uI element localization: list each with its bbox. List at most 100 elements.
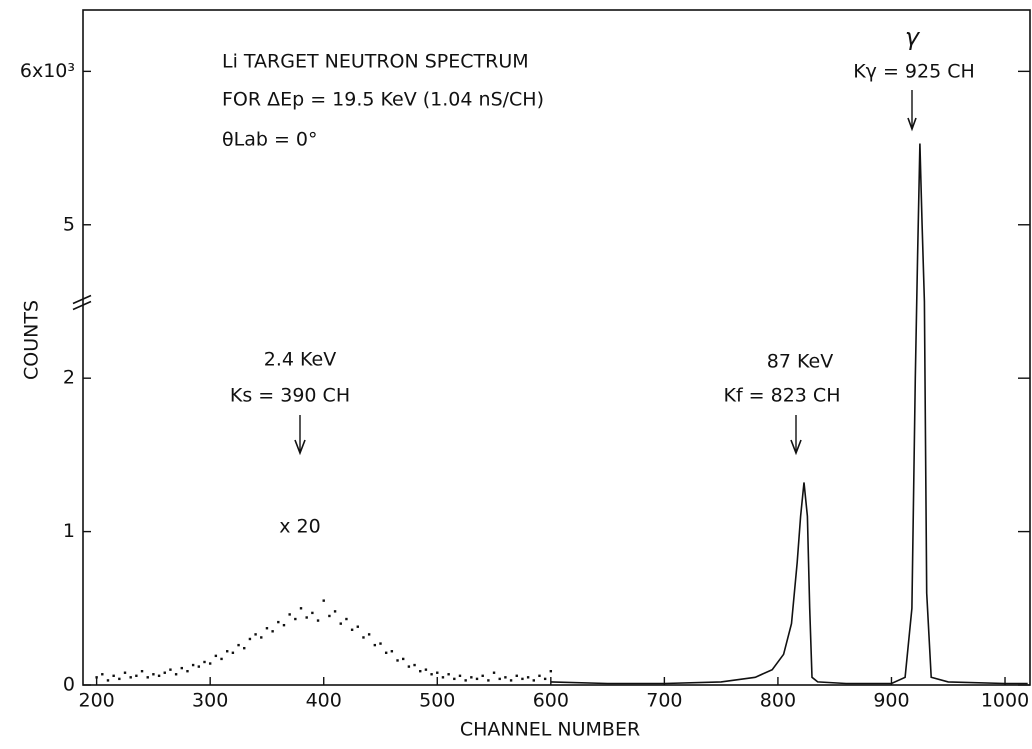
y-tick-label: 0 [63, 674, 75, 696]
data-point [362, 636, 365, 639]
plot-frame [82, 9, 1031, 686]
data-point [112, 674, 115, 677]
data-point [487, 679, 490, 682]
data-point [254, 633, 257, 636]
x-axis-label: CHANNEL NUMBER [460, 719, 640, 741]
x-tick-label: 700 [646, 690, 682, 712]
data-point [260, 636, 263, 639]
data-point [470, 676, 473, 679]
data-point [214, 654, 218, 658]
data-point [294, 617, 297, 621]
data-point [305, 616, 308, 619]
data-point [174, 673, 178, 676]
y-axis-label: COUNTS [21, 300, 43, 380]
data-point [521, 677, 524, 681]
x-tick-label: 200 [78, 690, 114, 712]
data-point [384, 651, 388, 654]
data-point [299, 607, 303, 610]
data-point [504, 676, 507, 679]
data-point [328, 614, 331, 618]
data-point [396, 659, 399, 662]
data-point [390, 650, 394, 653]
x-tick-label: 900 [873, 690, 909, 712]
y-tick-label: 1 [63, 520, 75, 542]
data-point [180, 666, 183, 670]
annotation: Kγ = 925 CH [853, 61, 975, 83]
data-point [157, 674, 161, 677]
data-point [373, 643, 377, 647]
data-point [152, 673, 155, 676]
annotation: 2.4 KeV [264, 349, 336, 371]
data-point [430, 673, 433, 676]
data-point [163, 671, 166, 674]
data-point [322, 599, 325, 602]
data-point [402, 657, 405, 661]
data-point [345, 617, 348, 621]
x-tick-label: 600 [533, 690, 569, 712]
data-point [231, 651, 235, 654]
data-point [106, 679, 110, 682]
data-point [95, 676, 98, 679]
data-point [549, 669, 553, 673]
data-point [515, 674, 518, 677]
annotation: Ks = 390 CH [230, 385, 350, 407]
data-point [277, 620, 280, 624]
x-tick-label: 1000 [981, 690, 1029, 712]
data-point [248, 637, 252, 641]
data-point [271, 630, 274, 633]
data-point [282, 623, 286, 627]
data-point [543, 677, 547, 681]
title-line: FOR ΔEp = 19.5 KeV (1.04 nS/CH) [222, 89, 544, 111]
data-point [350, 628, 354, 631]
data-point [356, 625, 359, 628]
data-point [492, 671, 496, 674]
data-point [538, 674, 541, 677]
data-point [441, 676, 445, 679]
data-point [526, 676, 530, 679]
data-point [419, 669, 422, 673]
data-point [265, 627, 269, 630]
data-point [333, 610, 337, 613]
data-point [220, 657, 223, 661]
arrow-head [790, 439, 802, 456]
data-point [197, 665, 201, 668]
data-point [532, 679, 535, 682]
data-point [118, 677, 121, 681]
title-line: θLab = 0° [222, 129, 318, 151]
x-tick-label: 400 [306, 690, 342, 712]
axis-break [72, 294, 92, 311]
data-point [288, 613, 291, 616]
data-point [237, 643, 240, 647]
annotation: Kf = 823 CH [723, 385, 840, 407]
data-point [311, 611, 314, 615]
data-point [101, 673, 104, 676]
data-point [191, 663, 195, 667]
data-point [135, 674, 138, 677]
data-point [413, 663, 416, 667]
data-point [407, 665, 411, 668]
data-point [226, 650, 229, 653]
data-point [453, 677, 456, 681]
annotation: γ [905, 23, 921, 51]
data-point [243, 646, 246, 650]
data-point [509, 679, 513, 682]
y-tick-label: 6x10³ [20, 60, 75, 82]
x-tick-label: 800 [760, 690, 796, 712]
x-tick-label: 500 [419, 690, 455, 712]
data-point [498, 677, 501, 681]
data-point [458, 674, 462, 677]
data-point [186, 669, 189, 673]
data-point [208, 662, 212, 665]
data-point [146, 676, 149, 679]
arrow-head [907, 117, 917, 132]
annotation: 87 KeV [767, 351, 833, 373]
data-point [140, 669, 144, 673]
data-point [464, 679, 467, 682]
data-point [447, 673, 450, 676]
data-point [379, 642, 382, 645]
data-point [203, 660, 206, 664]
data-point [123, 671, 127, 674]
spectrum-line [550, 143, 1028, 685]
y-tick-label: 2 [63, 367, 75, 389]
